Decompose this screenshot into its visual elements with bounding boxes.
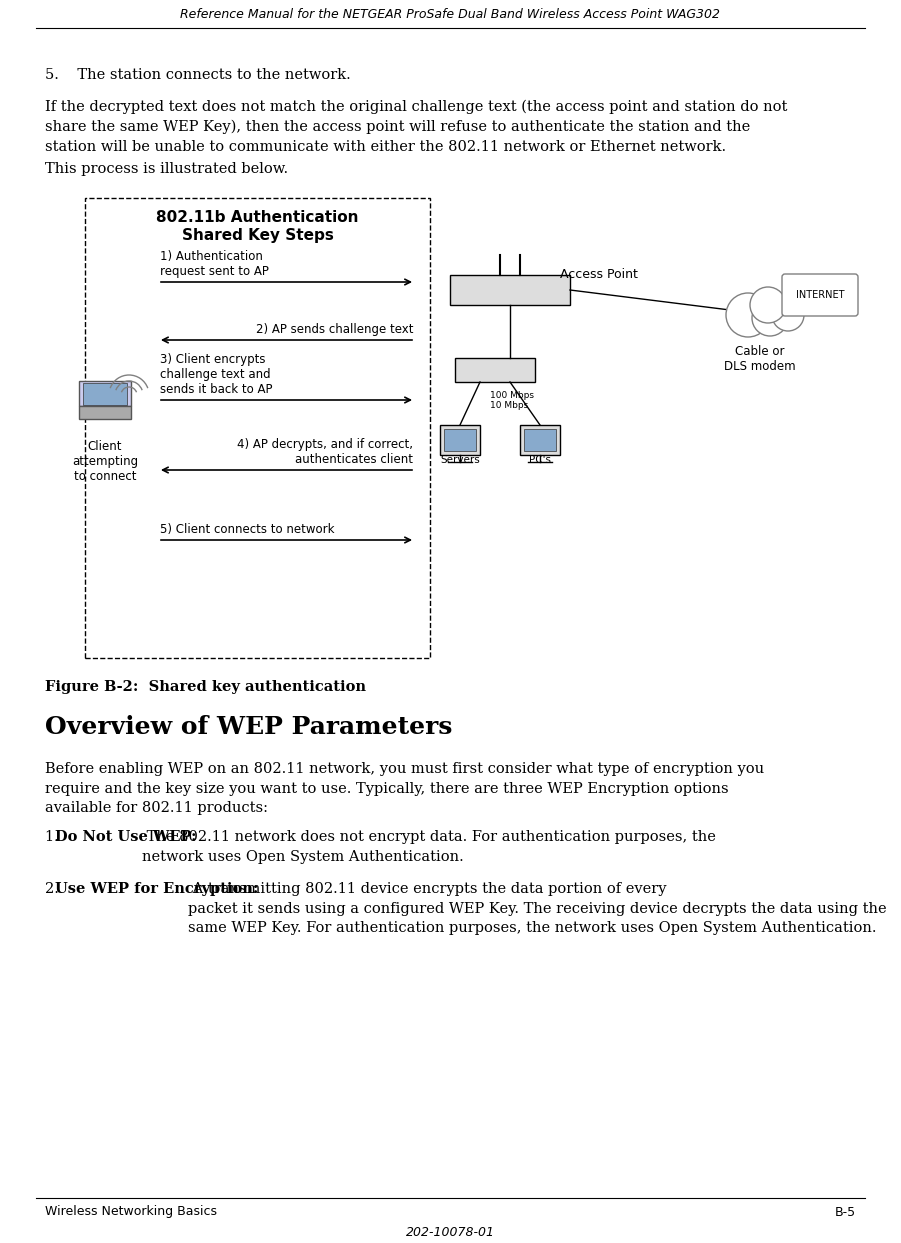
Text: 5.    The station connects to the network.: 5. The station connects to the network.	[45, 68, 350, 82]
Text: The 802.11 network does not encrypt data. For authentication purposes, the
netwo: The 802.11 network does not encrypt data…	[142, 830, 716, 864]
Text: PC's: PC's	[529, 455, 551, 465]
Text: 3) Client encrypts
challenge text and
sends it back to AP: 3) Client encrypts challenge text and se…	[160, 353, 272, 397]
FancyBboxPatch shape	[782, 273, 858, 316]
Circle shape	[726, 293, 770, 337]
Text: 100 Mbps: 100 Mbps	[490, 390, 534, 399]
Bar	[79, 382, 131, 405]
Text: Shared Key Steps: Shared Key Steps	[182, 227, 333, 242]
Text: If the decrypted text does not match the original challenge text (the access poi: If the decrypted text does not match the…	[45, 99, 787, 154]
Text: 202-10078-01: 202-10078-01	[405, 1226, 495, 1238]
Text: 5) Client connects to network: 5) Client connects to network	[160, 523, 334, 536]
Bar	[440, 425, 480, 455]
Text: 2.: 2.	[45, 883, 63, 896]
Text: Cable or
DLS modem: Cable or DLS modem	[724, 346, 796, 373]
Text: 1.: 1.	[45, 830, 63, 844]
Text: 802.11b Authentication: 802.11b Authentication	[156, 210, 359, 225]
Text: Before enabling WEP on an 802.11 network, you must first consider what type of e: Before enabling WEP on an 802.11 network…	[45, 762, 764, 815]
Bar	[444, 429, 476, 451]
Bar	[85, 198, 430, 658]
Text: Access Point: Access Point	[560, 268, 638, 281]
Text: A transmitting 802.11 device encrypts the data portion of every
packet it sends : A transmitting 802.11 device encrypts th…	[188, 883, 887, 935]
Text: Figure B-2:  Shared key authentication: Figure B-2: Shared key authentication	[45, 680, 366, 694]
Text: INTERNET: INTERNET	[796, 290, 844, 300]
Text: Servers: Servers	[440, 455, 480, 465]
Text: Overview of WEP Parameters: Overview of WEP Parameters	[45, 715, 452, 740]
Text: Wireless Networking Basics: Wireless Networking Basics	[45, 1206, 217, 1218]
Text: 1) Authentication
request sent to AP: 1) Authentication request sent to AP	[160, 250, 268, 278]
Bar	[524, 429, 556, 451]
Text: This process is illustrated below.: This process is illustrated below.	[45, 162, 288, 177]
Text: Reference Manual for the NETGEAR ProSafe Dual Band Wireless Access Point WAG302: Reference Manual for the NETGEAR ProSafe…	[180, 7, 720, 20]
Bar	[79, 405, 131, 419]
Text: B-5: B-5	[835, 1206, 856, 1218]
Circle shape	[752, 300, 788, 336]
Bar	[83, 383, 127, 404]
Bar	[520, 425, 560, 455]
Text: 10 Mbps: 10 Mbps	[490, 400, 528, 409]
Text: Use WEP for Encryption:: Use WEP for Encryption:	[55, 883, 259, 896]
Text: Client
attempting
to connect: Client attempting to connect	[72, 440, 138, 484]
Bar	[450, 275, 570, 305]
Bar	[455, 358, 535, 382]
Text: 2) AP sends challenge text: 2) AP sends challenge text	[256, 323, 413, 336]
Text: 4) AP decrypts, and if correct,
authenticates client: 4) AP decrypts, and if correct, authenti…	[237, 438, 413, 466]
Circle shape	[750, 287, 786, 323]
Circle shape	[772, 300, 804, 331]
Text: Do Not Use WEP:: Do Not Use WEP:	[55, 830, 196, 844]
